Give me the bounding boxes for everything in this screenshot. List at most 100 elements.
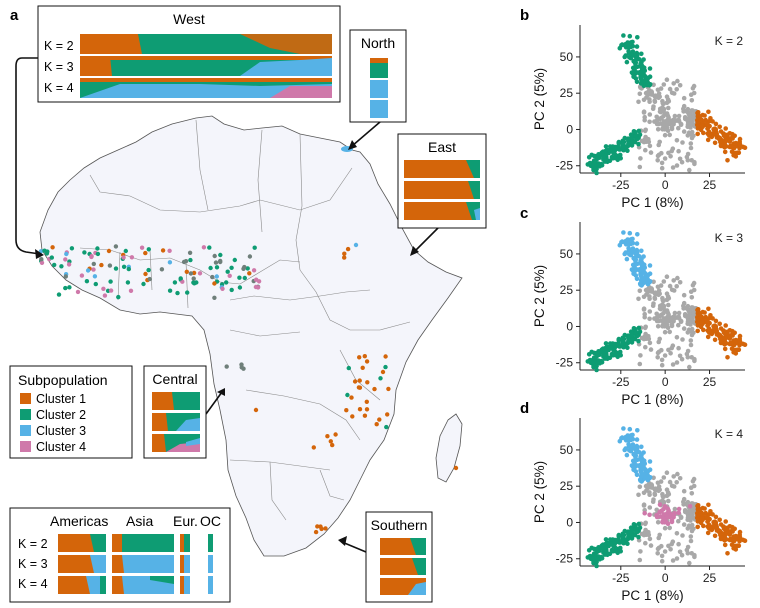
- y-axis-title: PC 2 (5%): [532, 68, 547, 130]
- north-structure-box: North: [349, 29, 407, 123]
- legend-swatch-cluster-1: [20, 393, 31, 404]
- pca-point: [723, 126, 728, 131]
- pca-point: [638, 549, 643, 554]
- pca-point: [677, 476, 683, 481]
- pca-point: [664, 77, 670, 82]
- pca-point: [718, 139, 723, 145]
- pca-point: [662, 353, 668, 358]
- pca-point: [674, 335, 680, 340]
- pca-point: [647, 492, 652, 498]
- pca-point: [632, 264, 637, 270]
- pca-point: [718, 336, 723, 342]
- map-sample-point: [357, 407, 363, 412]
- pca-point: [685, 151, 691, 157]
- arrow-west: [15, 57, 41, 255]
- pca-point: [679, 159, 685, 165]
- map-sample-point: [159, 267, 165, 272]
- pca-point: [629, 330, 634, 336]
- central-box-title: Central: [152, 371, 197, 387]
- pca-point: [633, 456, 638, 462]
- pca-point: [594, 367, 599, 373]
- pca-point: [635, 35, 640, 40]
- pca-point: [637, 557, 643, 563]
- pca-point: [688, 534, 694, 539]
- pca-point: [629, 526, 634, 532]
- map-sample-point: [330, 442, 335, 448]
- map-sample-point: [121, 255, 126, 260]
- pca-point: [636, 253, 642, 259]
- map-sample-point: [214, 265, 220, 270]
- pca-point: [592, 159, 597, 165]
- pca-point: [635, 428, 640, 433]
- pca-point: [637, 288, 643, 294]
- map-sample-point: [315, 524, 320, 529]
- pca-point: [634, 136, 640, 142]
- pca-point: [630, 43, 636, 49]
- pca-point: [668, 351, 673, 356]
- pca-point: [684, 306, 689, 311]
- west-k3-label: K = 3: [44, 60, 74, 74]
- pca-point: [671, 288, 677, 293]
- pca-point: [649, 89, 654, 94]
- map-sample-point: [377, 417, 382, 422]
- pca-point: [714, 524, 720, 530]
- pca-point: [645, 137, 651, 142]
- pca-point: [698, 324, 704, 330]
- pca-point: [669, 519, 675, 525]
- pca-point: [647, 296, 652, 302]
- arrow-southern: [341, 541, 367, 553]
- map-sample-point: [126, 266, 131, 272]
- pca-point: [678, 515, 684, 520]
- pca-point: [685, 354, 691, 360]
- pca-point: [619, 436, 624, 441]
- map-sample-point: [241, 266, 246, 271]
- pca-point: [655, 87, 661, 93]
- pca-point: [685, 124, 690, 129]
- map-sample-point: [380, 369, 386, 375]
- legend-label-cluster-4: Cluster 4: [36, 440, 86, 454]
- pca-point: [651, 475, 656, 481]
- pca-point: [707, 511, 713, 517]
- pca-point: [643, 540, 648, 546]
- map-sample-point: [357, 355, 362, 360]
- map-sample-point: [63, 257, 68, 262]
- pca-point: [670, 165, 676, 170]
- pca-point: [727, 524, 733, 529]
- pca-point: [590, 556, 595, 561]
- outside-eur-bars: [180, 534, 190, 594]
- map-sample-point: [139, 245, 145, 250]
- map-sample-point: [91, 267, 96, 272]
- pca-point: [698, 117, 703, 123]
- pca-point: [675, 471, 680, 477]
- map-sample-point: [227, 273, 232, 278]
- pca-point: [628, 252, 634, 258]
- pca-point: [675, 78, 680, 84]
- pca-point: [624, 452, 630, 458]
- map-sample-point: [197, 271, 203, 276]
- pca-point: [656, 152, 662, 158]
- pca-point: [620, 145, 625, 150]
- pca-panel-d: -25 0 25 -25 0 25 50 PC 1 (8%) PC 2 (5%) K = 4: [532, 418, 748, 603]
- pca-point: [700, 112, 705, 118]
- pca-point: [681, 522, 687, 527]
- west-box-title: West: [173, 11, 205, 27]
- pca-point: [676, 506, 682, 512]
- pca-point: [652, 98, 657, 103]
- pca-point: [680, 140, 685, 145]
- pca-point: [737, 142, 743, 147]
- pca-point: [669, 345, 674, 351]
- pca-point: [661, 506, 666, 512]
- pca-point: [622, 135, 628, 141]
- pca-point: [672, 506, 678, 512]
- map-sample-point: [364, 407, 370, 412]
- pca-point: [592, 552, 597, 558]
- map-sample-point: [374, 422, 379, 427]
- pca-point: [695, 110, 700, 116]
- pca-point: [678, 319, 684, 325]
- map-sample-point: [342, 255, 347, 260]
- pca-point: [650, 499, 656, 505]
- pca-point: [711, 126, 716, 132]
- pca-point: [695, 503, 700, 509]
- map-sample-point: [121, 264, 127, 269]
- pca-point: [695, 307, 700, 313]
